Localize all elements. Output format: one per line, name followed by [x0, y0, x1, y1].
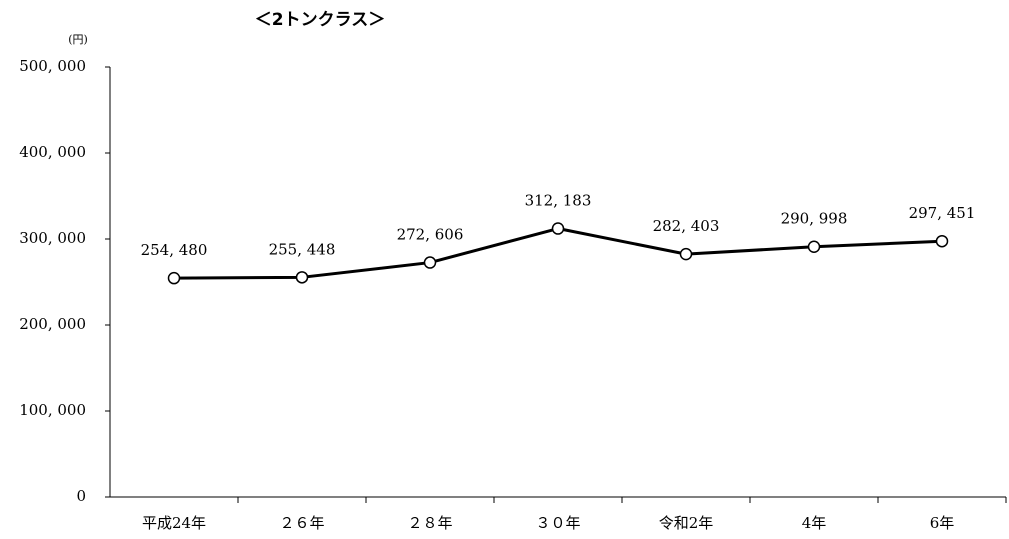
y-tick-label: 300, 000	[19, 229, 86, 247]
point	[679, 247, 693, 261]
point	[423, 256, 437, 269]
point	[167, 271, 181, 285]
y-tick-label: 500, 000	[19, 57, 86, 75]
value-label: 254, 480	[141, 241, 208, 259]
y-tick-label: 400, 000	[19, 143, 86, 161]
x-tick-label: ２８年	[407, 514, 452, 532]
y-tick-label: 100, 000	[19, 401, 86, 419]
x-tick-label: 4年	[802, 514, 827, 532]
chart-title: ＜2トンクラス＞	[255, 10, 386, 30]
value-label: 312, 183	[525, 192, 592, 210]
x-tick-label: 平成24年	[142, 514, 206, 532]
y-tick-label: 0	[76, 487, 86, 505]
value-label: 290, 998	[781, 210, 848, 228]
x-tick-label: 6年	[930, 514, 955, 532]
y-tick-label: 200, 000	[19, 315, 86, 333]
unit-label: (円)	[68, 33, 88, 46]
point	[295, 271, 309, 284]
point	[807, 240, 821, 253]
value-label: 272, 606	[397, 226, 464, 244]
point	[551, 222, 565, 235]
value-label: 255, 448	[269, 240, 336, 258]
value-label: 297, 451	[909, 204, 976, 222]
x-tick-label: ３０年	[535, 514, 580, 532]
x-tick-label: 令和2年	[659, 514, 714, 532]
value-label: 282, 403	[653, 217, 720, 235]
point	[935, 234, 949, 248]
x-tick-label: ２６年	[279, 514, 324, 532]
